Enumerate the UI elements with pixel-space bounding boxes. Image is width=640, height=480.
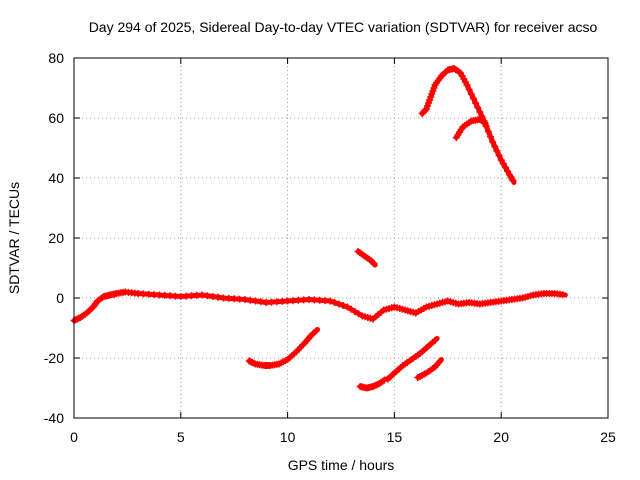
x-tick-label: 20 [493,429,509,445]
x-tick-label: 5 [177,429,185,445]
y-tick-label: 60 [48,110,64,126]
chart-title: Day 294 of 2025, Sidereal Day-to-day VTE… [89,19,598,35]
data-point [493,147,501,155]
ticks: 0 5 10 15 20 25 -40 -20 0 20 40 60 80 [44,50,616,445]
y-tick-label: 40 [48,170,64,186]
x-axis-label: GPS time / hours [288,457,395,473]
data-point [481,119,489,127]
data-point [431,336,439,344]
data-point [472,99,480,107]
x-tick-label: 0 [70,429,78,445]
data-point [469,95,477,102]
y-axis-label: SDTVAR / TECUs [6,182,22,294]
data-point [343,303,351,311]
data-point [370,260,378,268]
series-segment-7 [452,116,489,141]
data-point [501,164,509,171]
data-point [355,310,363,318]
data-point [326,297,334,305]
data-point [559,291,567,299]
series-baseline [70,288,568,324]
y-tick-label: 0 [56,290,64,306]
series-segment-1 [245,327,320,369]
data-point [497,156,505,164]
series-segment-2 [356,376,389,392]
data-series [70,65,568,392]
grid [74,58,608,418]
series-segment-5 [354,248,378,268]
x-tick-label: 25 [600,429,616,445]
data-point [335,300,343,308]
data-point [463,81,471,89]
data-point [509,177,517,185]
data-point [474,104,482,111]
y-tick-label: 20 [48,230,64,246]
data-point [491,143,499,150]
y-tick-label: -40 [44,410,64,426]
data-point [436,357,444,365]
y-tick-label: 80 [48,50,64,66]
data-point [467,90,475,98]
data-point [484,128,492,135]
data-point [312,327,320,335]
series-line [71,289,568,323]
data-point [351,308,359,315]
data-point [487,133,495,141]
series-segment-3 [384,336,440,383]
data-point [499,160,507,168]
x-tick-label: 10 [280,429,296,445]
data-point [495,152,503,159]
data-point [489,138,497,146]
data-point [331,299,339,306]
data-point [421,106,429,114]
series-segment-4 [414,357,444,381]
data-point [339,302,347,309]
x-tick-label: 15 [387,429,403,445]
data-point [369,259,377,267]
data-point [465,86,473,93]
data-point [476,108,484,116]
y-tick-label: -20 [44,350,64,366]
series-segment-6 [418,65,517,185]
data-point [504,167,512,175]
data-point [347,305,355,313]
